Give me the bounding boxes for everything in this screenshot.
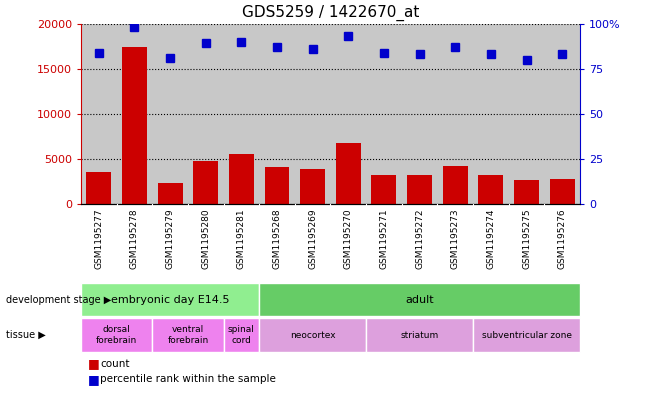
Bar	[157, 183, 183, 204]
Bar	[122, 47, 147, 204]
Text: GSM1195270: GSM1195270	[344, 208, 353, 269]
Text: GSM1195275: GSM1195275	[522, 208, 531, 269]
Bar	[407, 175, 432, 204]
Text: GSM1195277: GSM1195277	[95, 208, 103, 269]
Bar	[473, 318, 580, 352]
Bar	[443, 166, 468, 204]
Text: ■: ■	[87, 357, 99, 370]
Text: striatum: striatum	[400, 331, 439, 340]
Text: GSM1195278: GSM1195278	[130, 208, 139, 269]
Text: GSM1195274: GSM1195274	[487, 208, 495, 269]
Text: GSM1195280: GSM1195280	[202, 208, 210, 269]
Text: development stage ▶: development stage ▶	[6, 295, 111, 305]
Text: tissue ▶: tissue ▶	[6, 330, 46, 340]
Text: GSM1195272: GSM1195272	[415, 208, 424, 269]
Bar	[366, 318, 473, 352]
Bar	[81, 318, 152, 352]
Text: percentile rank within the sample: percentile rank within the sample	[100, 374, 276, 384]
Text: subventricular zone: subventricular zone	[481, 331, 572, 340]
Title: GDS5259 / 1422670_at: GDS5259 / 1422670_at	[242, 5, 419, 21]
Bar	[514, 180, 539, 204]
Text: GSM1195273: GSM1195273	[451, 208, 459, 269]
Text: adult: adult	[405, 295, 434, 305]
Bar	[86, 172, 111, 204]
Text: ■: ■	[87, 373, 99, 386]
Bar	[81, 283, 259, 316]
Bar	[229, 154, 254, 204]
Text: ventral
forebrain: ventral forebrain	[167, 325, 209, 345]
Bar	[478, 175, 503, 204]
Text: GSM1195279: GSM1195279	[166, 208, 174, 269]
Bar	[259, 318, 366, 352]
Text: dorsal
forebrain: dorsal forebrain	[96, 325, 137, 345]
Text: GSM1195268: GSM1195268	[273, 208, 281, 269]
Text: neocortex: neocortex	[290, 331, 336, 340]
Text: count: count	[100, 358, 130, 369]
Text: GSM1195269: GSM1195269	[308, 208, 317, 269]
Text: GSM1195281: GSM1195281	[237, 208, 246, 269]
Bar	[224, 318, 259, 352]
Text: GSM1195271: GSM1195271	[380, 208, 388, 269]
Bar	[550, 179, 575, 204]
Text: embryonic day E14.5: embryonic day E14.5	[111, 295, 229, 305]
Text: GSM1195276: GSM1195276	[558, 208, 566, 269]
Bar	[336, 143, 361, 204]
Bar	[300, 169, 325, 204]
Bar	[264, 167, 290, 204]
Bar	[371, 174, 397, 204]
Bar	[193, 161, 218, 204]
Text: spinal
cord: spinal cord	[228, 325, 255, 345]
Bar	[152, 318, 224, 352]
Bar	[259, 283, 580, 316]
